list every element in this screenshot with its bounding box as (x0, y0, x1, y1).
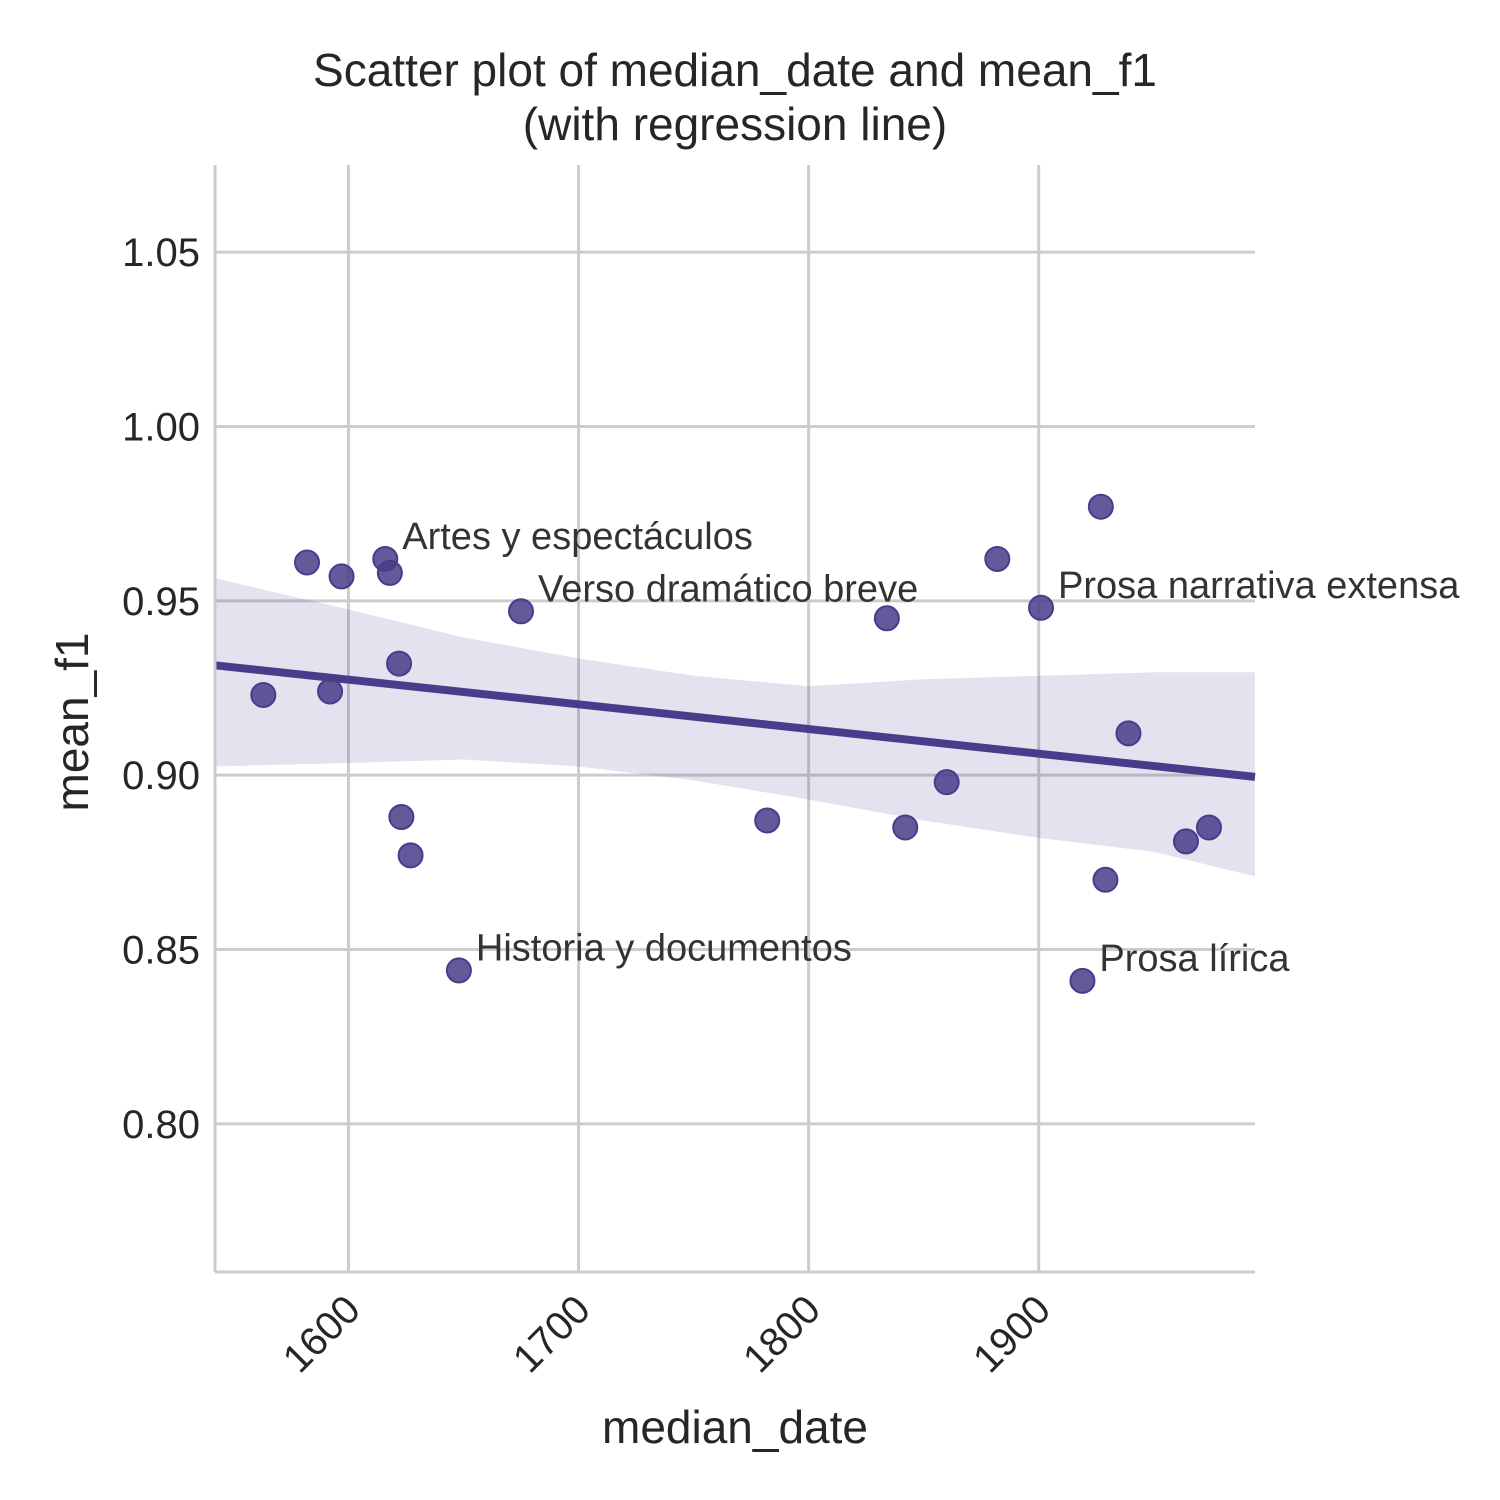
x-tick-label-0: 1600 (275, 1287, 369, 1381)
x-tick-label-3: 1900 (965, 1287, 1059, 1381)
data-point-12 (873, 605, 900, 632)
annotation-label-0: Artes y espectáculos (402, 516, 753, 558)
data-point-18 (1087, 493, 1114, 520)
annotations: Artes y espectáculos Verso dramático brev… (402, 516, 1460, 980)
y-tick-label-2: 0.90 (122, 754, 200, 798)
confidence-band (215, 578, 1255, 877)
data-point-1 (294, 549, 321, 576)
regression-line-layer (214, 661, 1256, 781)
y-tick-label-1: 0.85 (122, 928, 200, 972)
grid (215, 165, 1255, 1272)
annotation-label-1: Verso dramático breve (538, 568, 918, 610)
points-layer (250, 493, 1222, 994)
y-tick-label-5: 1.05 (122, 231, 200, 275)
data-point-21 (1172, 828, 1199, 855)
y-tick-label-3: 0.95 (122, 580, 200, 624)
data-point-14 (933, 769, 960, 796)
data-point-20 (1115, 720, 1142, 747)
annotation-label-3: Historia y documentos (476, 927, 852, 969)
data-point-0 (250, 681, 277, 708)
data-point-5 (376, 559, 403, 586)
y-tick-label-0: 0.80 (122, 1103, 200, 1147)
data-point-13 (892, 814, 919, 841)
y-tick-label-4: 1.00 (122, 405, 200, 449)
data-point-7 (388, 803, 415, 830)
data-point-9 (445, 957, 472, 984)
annotation-label-2: Prosa narrativa extensa (1058, 565, 1460, 607)
x-tick-label-1: 1700 (505, 1287, 599, 1381)
data-point-15 (984, 545, 1011, 572)
axes-spines (213, 165, 1255, 1274)
data-point-16 (1028, 594, 1055, 621)
data-point-10 (508, 598, 535, 625)
chart-title: Scatter plot of median_date and mean_f1 (313, 44, 1157, 96)
data-point-2 (317, 678, 344, 705)
data-point-22 (1195, 814, 1222, 841)
chart-subtitle: (with regression line) (523, 98, 947, 150)
data-point-11 (754, 807, 781, 834)
data-point-8 (397, 842, 424, 869)
y-axis-label: mean_f1 (46, 632, 98, 811)
x-tick-label-2: 1800 (735, 1287, 829, 1381)
confidence-band-layer (215, 578, 1255, 877)
x-axis-label: median_date (602, 1401, 868, 1453)
annotation-label-4: Prosa lírica (1099, 938, 1290, 980)
data-point-17 (1069, 967, 1096, 994)
data-point-3 (328, 563, 355, 590)
regression-line (214, 661, 1256, 781)
data-point-6 (386, 650, 413, 677)
data-point-19 (1092, 866, 1119, 893)
